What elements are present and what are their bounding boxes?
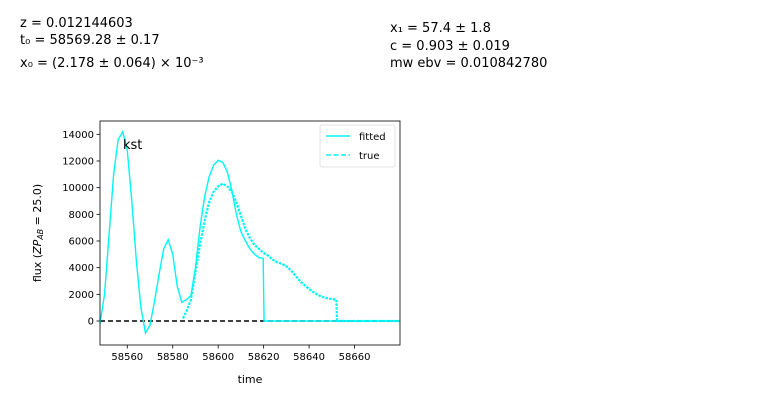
- y-tick-label-8000: 8000: [69, 210, 94, 221]
- y-tick-label-12000: 12000: [62, 157, 94, 168]
- band-label: kst: [123, 138, 142, 153]
- y-tick-label-2000: 2000: [69, 290, 94, 301]
- legend-true-label: true: [359, 151, 380, 162]
- series-true: [181, 182, 400, 323]
- x-tick-label-58560: 58560: [111, 352, 143, 363]
- fit-x1: x₁ = 57.4 ± 1.8: [390, 21, 491, 36]
- fit-x0: x₀ = (2.178 ± 0.064) × 10⁻³: [20, 56, 204, 71]
- y-tick-label-6000: 6000: [69, 237, 94, 248]
- legend: fitted true: [319, 124, 396, 168]
- x-tick-label-58620: 58620: [248, 352, 280, 363]
- plot-frame: [99, 120, 401, 346]
- x-tick-label-58640: 58640: [293, 352, 325, 363]
- y-axis-label: flux (ZPAB = 25.0): [31, 184, 45, 282]
- y-tick-label-0: 0: [88, 317, 94, 328]
- fit-t0: t₀ = 58569.28 ± 0.17: [20, 33, 160, 48]
- fit-z: z = 0.012144603: [20, 16, 133, 31]
- fit-mwebv: mw ebv = 0.010842780: [390, 56, 548, 71]
- y-tick-label-14000: 14000: [62, 130, 94, 141]
- fit-c: c = 0.903 ± 0.019: [390, 39, 510, 54]
- y-tick-label-4000: 4000: [69, 263, 94, 274]
- x-axis-label: time: [238, 373, 263, 386]
- x-tick-label-58580: 58580: [157, 352, 189, 363]
- x-tick-label-58600: 58600: [202, 352, 234, 363]
- y-tick-label-10000: 10000: [62, 183, 94, 194]
- x-tick-label-58660: 58660: [339, 352, 371, 363]
- legend-fitted-label: fitted: [359, 132, 386, 143]
